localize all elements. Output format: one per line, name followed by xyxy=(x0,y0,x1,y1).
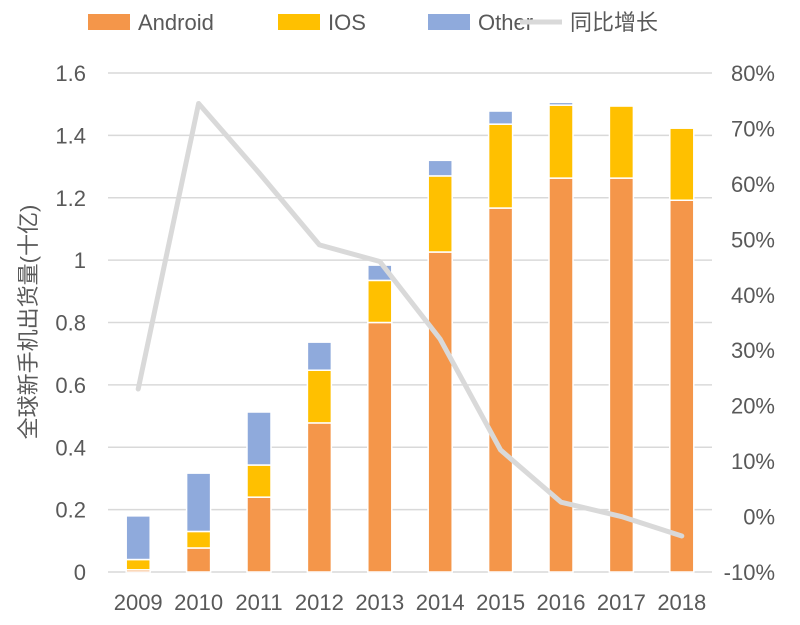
bar-android-2012 xyxy=(306,422,333,573)
legend-label: Android xyxy=(138,10,214,35)
bar-android-2014 xyxy=(427,251,453,573)
bar-ios-2009 xyxy=(125,558,151,571)
y2-tick-label: 80% xyxy=(731,61,775,86)
y2-tick-label: 50% xyxy=(731,227,775,252)
bar-other-2015 xyxy=(487,110,514,125)
bar-android-2016 xyxy=(548,177,574,573)
x-tick-label: 2011 xyxy=(235,590,282,615)
y2-tick-label: 70% xyxy=(731,116,775,141)
bar-ios-2010 xyxy=(185,530,212,549)
bar-other-2009 xyxy=(125,515,151,561)
y2-tick-label: 10% xyxy=(731,449,775,474)
y-tick-label: 1 xyxy=(74,248,86,273)
x-tick-label: 2017 xyxy=(597,590,646,615)
legend-swatch-android xyxy=(88,14,130,30)
legend-swatch-other xyxy=(428,14,470,30)
y-tick-label: 1.4 xyxy=(55,123,86,148)
bar-ios-2013 xyxy=(367,279,393,324)
y-axis-title: 全球新手机出货量(十亿) xyxy=(16,205,41,440)
bar-ios-2018 xyxy=(669,127,695,201)
bar-android-2013 xyxy=(367,321,393,573)
bar-ios-2016 xyxy=(548,104,574,179)
y2-tick-label: 20% xyxy=(731,394,775,419)
bar-android-2010 xyxy=(185,547,212,573)
bar-ios-2014 xyxy=(427,175,453,253)
bar-other-2012 xyxy=(306,341,333,371)
y2-tick-label: 40% xyxy=(731,283,775,308)
y-tick-label: 1.2 xyxy=(55,186,86,211)
y-tick-label: 0.6 xyxy=(55,373,86,398)
growth-line xyxy=(135,100,685,539)
legend-label: IOS xyxy=(328,10,366,35)
y2-tick-label: -10% xyxy=(724,560,775,585)
x-tick-label: 2012 xyxy=(295,590,344,615)
x-tick-label: 2016 xyxy=(537,590,586,615)
bar-ios-2012 xyxy=(306,369,333,424)
bar-other-2016 xyxy=(548,101,574,106)
x-tick-label: 2013 xyxy=(355,590,404,615)
y-tick-label: 0.2 xyxy=(55,498,86,523)
y-tick-label: 0 xyxy=(74,560,86,585)
y-tick-label: 0.4 xyxy=(55,435,86,460)
y2-tick-label: 60% xyxy=(731,172,775,197)
bar-ios-2011 xyxy=(246,464,272,498)
x-tick-label: 2015 xyxy=(476,590,525,615)
x-tick-label: 2018 xyxy=(657,590,706,615)
legend-label: 同比增长 xyxy=(570,10,658,35)
y-tick-label: 1.6 xyxy=(55,61,86,86)
bar-ios-2015 xyxy=(487,123,514,209)
y2-tick-label: 30% xyxy=(731,338,775,363)
y2-tick-label: 0% xyxy=(743,505,775,530)
legend-swatch-ios xyxy=(278,14,320,30)
x-tick-label: 2014 xyxy=(416,590,465,615)
bar-ios-2017 xyxy=(608,105,635,179)
x-tick-label: 2009 xyxy=(114,590,163,615)
y-tick-label: 0.8 xyxy=(55,311,86,336)
bar-android-2018 xyxy=(669,199,695,573)
bar-android-2015 xyxy=(487,207,514,573)
bar-android-2011 xyxy=(246,496,272,573)
bar-other-2010 xyxy=(185,472,212,533)
bar-other-2011 xyxy=(246,411,272,466)
x-tick-label: 2010 xyxy=(174,590,223,615)
bar-other-2014 xyxy=(427,159,453,177)
